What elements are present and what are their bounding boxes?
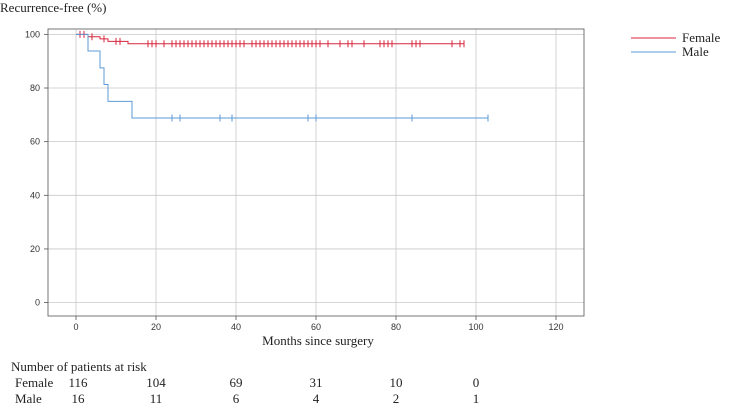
risk-cell: 116 <box>68 375 88 390</box>
series-line-female <box>76 33 464 45</box>
x-tick-label: 100 <box>468 322 483 332</box>
risk-cell: 1 <box>473 391 480 405</box>
grid <box>48 29 584 316</box>
y-axis-title: Recurrence-free (%) <box>0 0 106 15</box>
legend-label-female: Female <box>682 30 720 45</box>
legend-label-male: Male <box>682 44 709 59</box>
y-tick-label: 80 <box>30 83 40 93</box>
risk-cell: 4 <box>313 391 320 405</box>
x-axis-title: Months since surgery <box>262 333 374 348</box>
risk-table-title: Number of patients at risk <box>11 359 147 374</box>
risk-cell: 0 <box>473 375 480 390</box>
x-tick-label: 0 <box>73 322 78 332</box>
series-line-male <box>76 33 488 119</box>
x-axis-ticks: 0 20 40 60 80 100 120 <box>73 316 564 332</box>
x-tick-label: 80 <box>391 322 401 332</box>
x-tick-label: 120 <box>548 322 563 332</box>
risk-cell: 2 <box>393 391 400 405</box>
y-tick-label: 0 <box>35 298 40 308</box>
y-tick-label: 40 <box>30 190 40 200</box>
risk-row-label: Female <box>15 375 53 390</box>
risk-cell: 31 <box>310 375 323 390</box>
y-tick-label: 100 <box>25 29 40 39</box>
y-tick-label: 60 <box>30 137 40 147</box>
risk-cell: 69 <box>230 375 243 390</box>
risk-cell: 104 <box>146 375 166 390</box>
risk-cell: 10 <box>390 375 403 390</box>
x-tick-label: 40 <box>231 322 241 332</box>
x-tick-label: 60 <box>311 322 321 332</box>
risk-cell: 16 <box>72 391 86 405</box>
series-layer <box>76 30 489 122</box>
risk-cell: 11 <box>150 391 163 405</box>
risk-cell: 6 <box>233 391 240 405</box>
y-tick-label: 20 <box>30 244 40 254</box>
risk-row-label: Male <box>15 391 42 405</box>
y-axis-ticks: 0 20 40 60 80 100 <box>25 29 48 308</box>
x-tick-label: 20 <box>151 322 161 332</box>
